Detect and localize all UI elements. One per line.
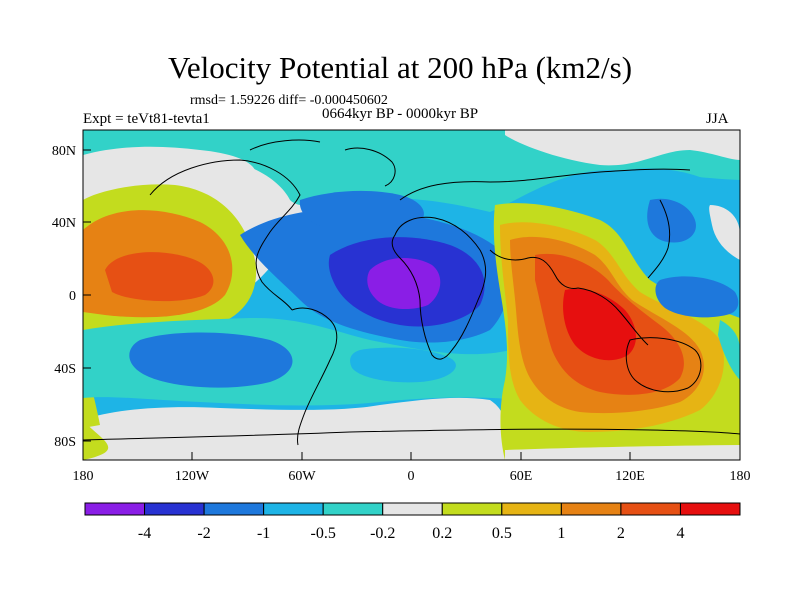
colorbar-level-label: 0.5 [492,525,512,542]
time-period-label: 0664kyr BP - 0000kyr BP [322,106,479,122]
lon-tick-label: 0 [408,469,415,484]
colorbar-swatch [203,502,265,516]
colorbar-swatch [84,502,146,516]
colorbar-swatch [679,502,741,516]
lat-tick-label: 80N [52,144,76,159]
lat-tick-label: 40S [54,362,76,377]
colorbar-swatch [322,502,384,516]
lon-tick-label: 60E [510,469,533,484]
experiment-label: Expt = teVt81-tevta1 [83,111,210,127]
lat-tick-label: 80S [54,435,76,450]
lon-tick-label: 60W [288,469,316,484]
colorbar-level-label: -2 [197,525,210,542]
map-title: Velocity Potential at 200 hPa (km2/s) [167,50,633,85]
colorbar-level-label: 4 [676,525,684,542]
season-label: JJA [706,111,729,127]
colorbar-swatch [501,502,562,516]
lon-tick-label: 180 [730,469,751,484]
colorbar-swatch [441,502,503,516]
lon-tick-label: 120E [615,469,645,484]
colorbar-level-label: 2 [617,525,625,542]
axis-ticks [82,149,741,460]
colorbar-level-label: 0.2 [432,525,452,542]
colorbar-level-label: 1 [557,525,565,542]
lat-tick-label: 0 [69,289,76,304]
colorbar-swatch [144,502,205,516]
contour-field [83,130,740,460]
colorbar-level-label: -1 [257,525,270,542]
coastlines [83,139,740,446]
colorbar-level-label: -0.2 [370,525,395,542]
colorbar-level-label: -0.5 [311,525,336,542]
colorbar-swatch [263,502,324,516]
lon-tick-label: 180 [73,469,94,484]
colorbar: -4 -2 -1 -0.5 -0.2 0.2 0.5 1 2 4 [84,502,741,542]
lat-tick-label: 40N [52,216,76,231]
rmsd-diff-stats: rmsd= 1.59226 diff= -0.000450602 [190,93,388,108]
colorbar-level-label: -4 [138,525,151,542]
colorbar-swatch [382,502,443,516]
colorbar-swatch [620,502,681,516]
colorbar-swatch [560,502,622,516]
lon-tick-label: 120W [175,469,210,484]
